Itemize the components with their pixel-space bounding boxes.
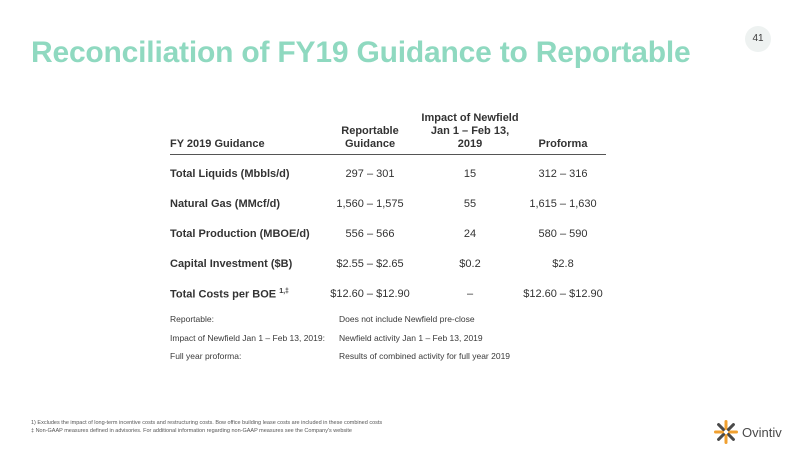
- footnote-2: ‡ Non-GAAP measures defined in advisorie…: [31, 428, 352, 434]
- definition-text: Does not include Newfield pre-close: [339, 314, 475, 324]
- cell-proforma: 312 – 316: [538, 168, 588, 180]
- company-logo: Ovintiv: [714, 420, 782, 444]
- page-number-badge: 41: [745, 26, 771, 52]
- header-guidance: FY 2019 Guidance: [170, 112, 320, 155]
- row-label: Natural Gas (MMcf/d): [170, 198, 281, 210]
- cell-impact: 15: [463, 168, 477, 180]
- definition-term: Impact of Newfield Jan 1 – Feb 13, 2019:: [170, 332, 325, 343]
- footnote-marker: 1,‡: [279, 287, 289, 295]
- table-row: Capital Investment ($B) $2.55 – $2.65 $0.2…: [170, 249, 606, 279]
- ovintiv-star-logo-icon: [714, 420, 738, 444]
- definitions-list: Reportable: Does not include Newfield pre…: [170, 312, 510, 368]
- header-proforma: Proforma: [520, 112, 606, 155]
- logo-star-arm: [726, 432, 735, 441]
- cell-proforma: $12.60 – $12.90: [523, 288, 603, 300]
- logo-star-arm: [717, 432, 726, 441]
- logo-star-arm: [726, 423, 735, 432]
- row-label: Total Production (MBOE/d): [170, 228, 310, 240]
- header-impact: Impact of Newfield Jan 1 – Feb 13, 2019: [420, 112, 520, 155]
- row-label: Total Liquids (Mbbls/d): [170, 168, 290, 180]
- header-reportable: Reportable Guidance: [320, 112, 420, 155]
- table-row: Total Liquids (Mbbls/d) 297 – 301 15 312 – …: [170, 155, 606, 190]
- definition-term: Reportable:: [170, 314, 214, 324]
- definition-row: Full year proforma: Results of combined a…: [170, 349, 510, 368]
- cell-reportable: $2.55 – $2.65: [336, 258, 404, 270]
- cell-reportable: 297 – 301: [345, 168, 395, 180]
- table-row: Total Production (MBOE/d) 556 – 566 24 580 …: [170, 219, 606, 249]
- definition-term: Full year proforma:: [170, 351, 242, 361]
- guidance-table: FY 2019 Guidance Reportable Guidance Impa…: [170, 112, 606, 309]
- table-body: Total Liquids (Mbbls/d) 297 – 301 15 312 – …: [170, 155, 606, 310]
- row-label: Total Costs per BOE 1,‡: [170, 287, 289, 301]
- cell-reportable: 556 – 566: [345, 228, 395, 240]
- cell-proforma: $2.8: [552, 258, 574, 270]
- definition-row: Reportable: Does not include Newfield pre…: [170, 312, 510, 331]
- cell-proforma: 1,615 – 1,630: [529, 198, 597, 210]
- cell-reportable: 1,560 – 1,575: [336, 198, 404, 210]
- table-header-row: FY 2019 Guidance Reportable Guidance Impa…: [170, 112, 606, 155]
- table-row: Total Costs per BOE 1,‡ $12.60 – $12.90 – $…: [170, 279, 606, 309]
- cell-impact: –: [466, 288, 474, 300]
- cell-impact: $0.2: [459, 258, 481, 270]
- definition-text: Results of combined activity for full ye…: [339, 351, 511, 361]
- cell-impact: 55: [463, 198, 477, 210]
- definition-text: Newfield activity Jan 1 – Feb 13, 2019: [339, 332, 483, 343]
- cell-reportable: $12.60 – $12.90: [330, 288, 410, 300]
- footnotes: 1) Excludes the impact of long-term ince…: [31, 419, 382, 435]
- cell-proforma: 580 – 590: [538, 228, 588, 240]
- definition-row: Impact of Newfield Jan 1 – Feb 13, 2019:…: [170, 331, 510, 350]
- page-title: Reconciliation of FY19 Guidance to Repor…: [31, 36, 691, 69]
- table-row: Natural Gas (MMcf/d) 1,560 – 1,575 55 1,615…: [170, 189, 606, 219]
- row-label: Capital Investment ($B): [170, 258, 293, 270]
- footnote-1: 1) Excludes the impact of long-term ince…: [31, 420, 383, 426]
- cell-impact: 24: [463, 228, 477, 240]
- logo-star-arm: [717, 423, 726, 432]
- logo-wordmark: Ovintiv: [742, 424, 782, 440]
